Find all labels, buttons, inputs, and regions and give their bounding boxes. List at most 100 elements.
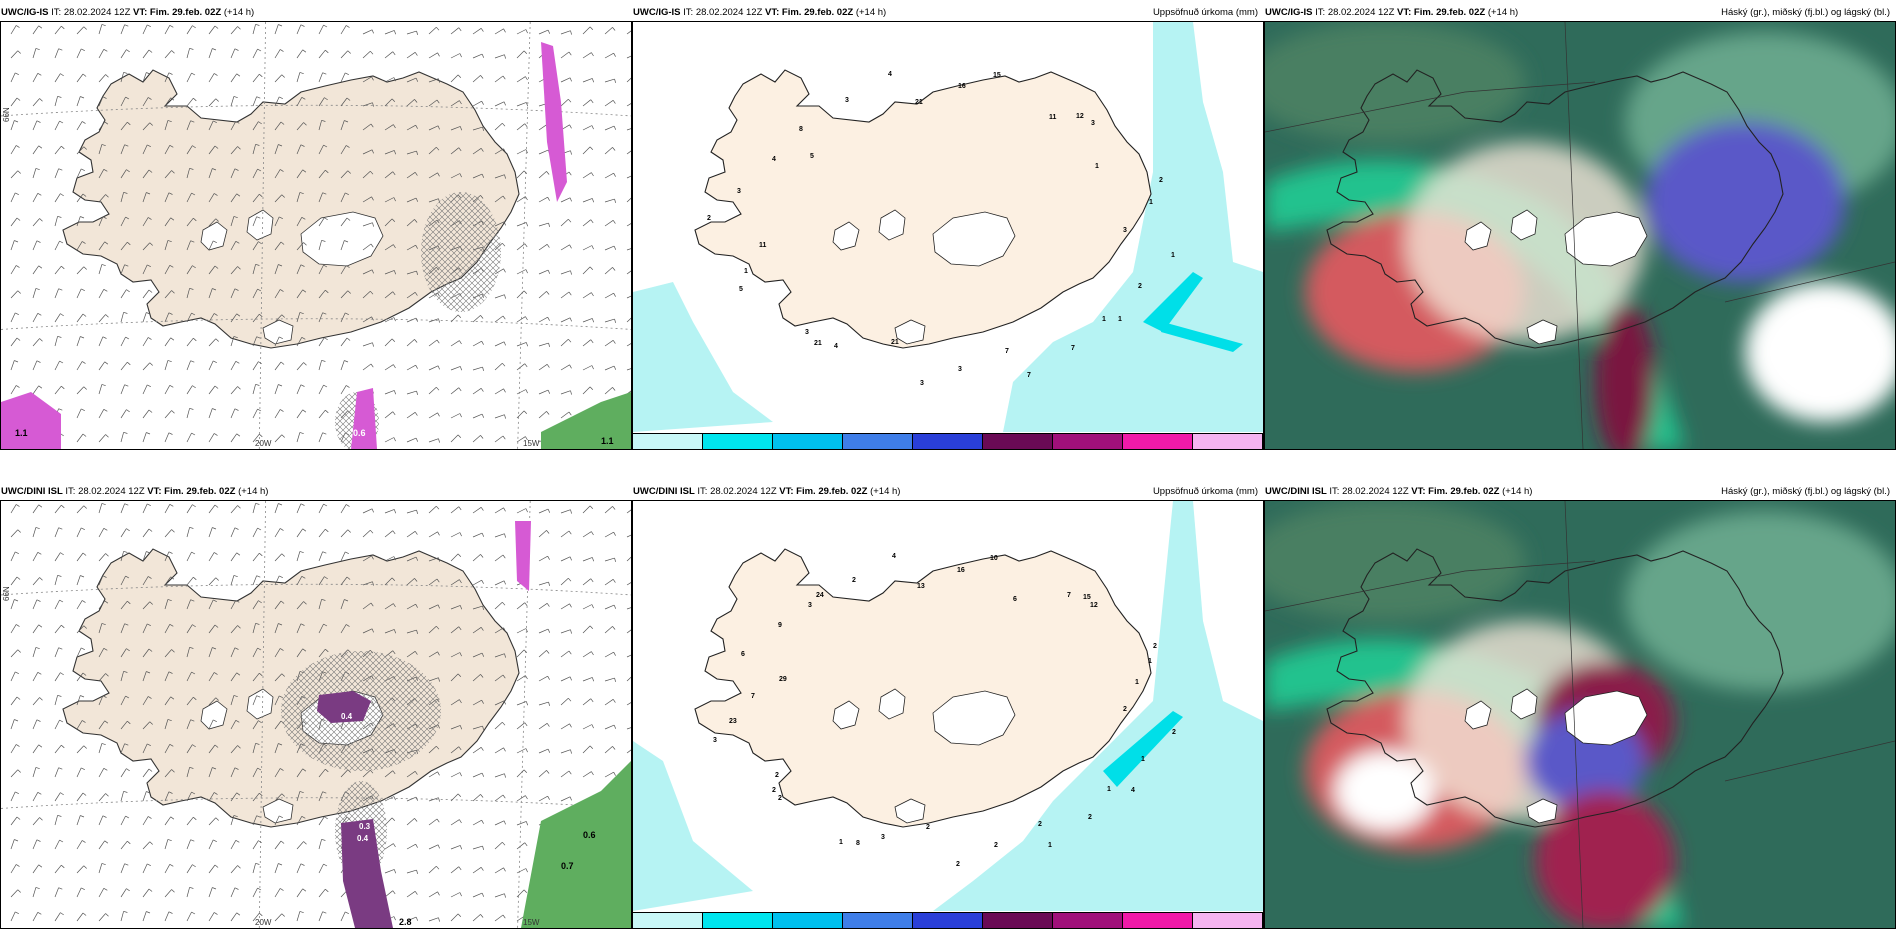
wind-barb: [472, 772, 483, 778]
wind-barb: [186, 887, 190, 898]
wind-barb-flag: [457, 673, 462, 678]
wind-barb-flag: [237, 505, 241, 509]
wind-barb-flag: [523, 889, 528, 894]
wind-barb-flag: [212, 408, 217, 411]
wind-barb-flag: [60, 73, 64, 77]
wind-barb-flag: [103, 48, 108, 52]
iceland-map: [694, 69, 1152, 349]
wind-barb: [472, 699, 482, 706]
wind-barb: [120, 815, 126, 826]
wind-barb: [120, 336, 126, 347]
wind-barb: [428, 578, 438, 586]
wind-barb: [538, 581, 549, 586]
wind-barb: [428, 146, 437, 155]
wind-barb-flag: [37, 72, 42, 76]
wind-barb: [164, 217, 171, 227]
wind-barb-flag: [146, 791, 151, 794]
wind-barb: [472, 674, 481, 682]
wind-barb-flag: [371, 29, 374, 34]
wind-barb: [54, 240, 60, 251]
wind-barb-flag: [169, 503, 174, 507]
wind-barb-flag: [17, 649, 21, 653]
wind-barb: [32, 98, 40, 107]
wind-barb-flag: [148, 696, 152, 699]
wind-barb-flag: [325, 888, 329, 893]
wind-barb: [120, 911, 124, 922]
wind-barb-flag: [14, 839, 19, 842]
wind-barb-flag: [612, 267, 616, 271]
wind-barb-flag: [214, 864, 219, 868]
precip-value: 5: [810, 153, 814, 160]
wind-barb-flag: [347, 50, 351, 54]
wind-barb-flag: [257, 767, 262, 771]
wind-barb: [274, 840, 282, 850]
wind-barb: [230, 433, 237, 443]
precip-value: 2: [994, 842, 998, 849]
wind-barb: [626, 749, 631, 754]
wind-barb: [626, 248, 631, 251]
wind-barb-flag: [17, 889, 21, 893]
wind-barb: [560, 338, 569, 347]
wind-barb: [10, 217, 18, 227]
wind-barb-flag: [345, 911, 349, 915]
wind-barb: [494, 747, 504, 754]
wind-barb-flag: [189, 646, 194, 649]
wind-barb-flag: [147, 384, 151, 388]
wind-barb-flag: [83, 505, 87, 509]
wind-barb-flag: [57, 95, 62, 98]
wind-barb: [76, 146, 85, 155]
precip-type-area: [515, 521, 531, 591]
wind-barb: [318, 576, 325, 586]
wind-barb: [362, 76, 372, 83]
wind-barb-flag: [39, 817, 43, 821]
wind-barb: [230, 216, 235, 227]
wind-barb: [494, 867, 504, 874]
wind-barb-flag: [192, 864, 196, 868]
wind-barb-flag: [480, 195, 484, 199]
wind-barb: [274, 815, 280, 826]
wind-barb-flag: [102, 815, 107, 818]
wind-barb-flag: [212, 767, 217, 770]
wind-barb-flag: [127, 241, 131, 246]
wind-barb-flag: [59, 360, 64, 364]
wind-barb: [32, 120, 38, 131]
wind-barb: [406, 52, 416, 59]
wind-barb-flag: [414, 339, 418, 343]
wind-barb: [120, 169, 127, 179]
precip-value: 3: [845, 97, 849, 104]
wind-barb-flag: [213, 360, 217, 364]
wind-barb: [120, 720, 128, 730]
wind-barb: [230, 505, 238, 514]
wind-barb-flag: [480, 747, 484, 751]
glacier-outline: [1510, 688, 1538, 720]
wind-barb: [252, 96, 257, 107]
wind-barb-flag: [16, 624, 20, 627]
panel-cloud-dini: UWC/DINI ISL IT: 28.02.2024 12Z VT: Fim.…: [1264, 479, 1896, 942]
wind-barb: [296, 623, 302, 634]
wind-barb: [164, 576, 171, 586]
wind-barb: [32, 817, 40, 826]
wind-barb-flag: [436, 99, 440, 104]
wind-barb: [54, 527, 59, 538]
wind-barb: [318, 911, 323, 922]
wind-barb: [274, 768, 281, 778]
wind-barb-flag: [547, 748, 551, 753]
wind-barb-flag: [213, 719, 217, 723]
wind-barb-flag: [345, 192, 349, 196]
wind-barb-flag: [125, 815, 130, 819]
wind-barb: [450, 100, 460, 107]
wind-barb-flag: [613, 245, 617, 250]
wind-barb: [252, 264, 256, 275]
precip-value: 7: [1071, 345, 1075, 352]
wind-barb-flag: [280, 169, 284, 172]
wind-barb: [472, 366, 483, 371]
wind-barb: [384, 509, 395, 514]
wind-barb: [208, 265, 216, 275]
glacier-outline: [894, 319, 926, 345]
wind-barb: [450, 913, 459, 922]
wind-barb-flag: [170, 696, 175, 700]
wind-barb: [120, 863, 125, 874]
wind-barb: [406, 869, 417, 874]
wind-barb-flag: [214, 552, 218, 555]
wind-barb-flag: [525, 628, 528, 633]
